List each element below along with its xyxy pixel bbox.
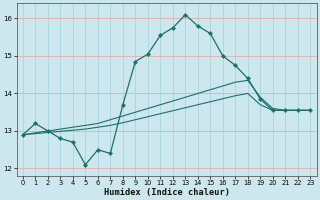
X-axis label: Humidex (Indice chaleur): Humidex (Indice chaleur): [104, 188, 229, 197]
